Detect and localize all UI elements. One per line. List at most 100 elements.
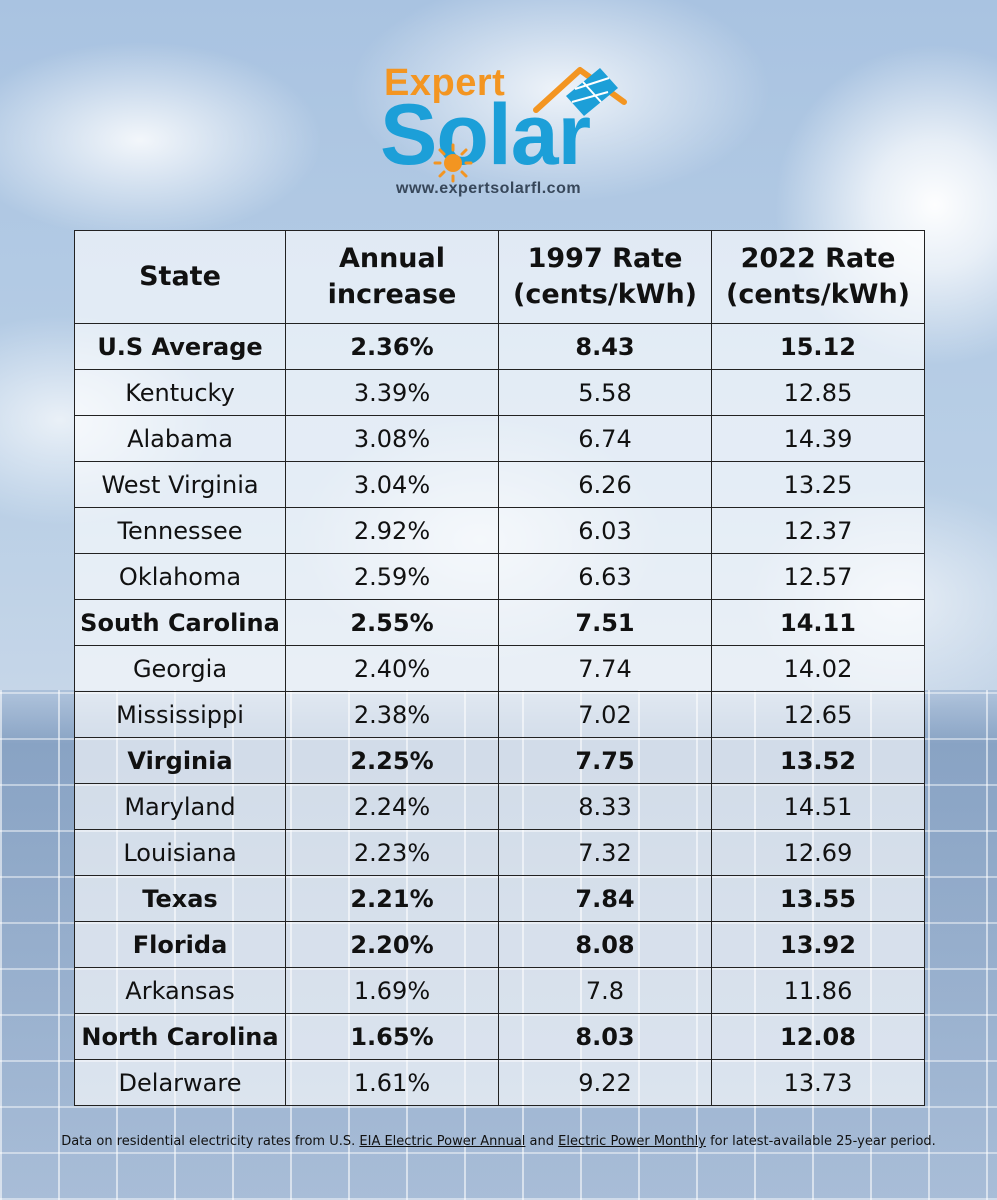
cell-1997-rate: 7.8 bbox=[498, 967, 712, 1014]
cell-annual-increase: 2.25% bbox=[285, 737, 499, 784]
table-row: Oklahoma 2.59% 6.63 12.57 bbox=[74, 553, 925, 600]
cell-state: South Carolina bbox=[74, 599, 286, 646]
cell-2022-rate: 13.73 bbox=[711, 1059, 925, 1106]
table-row: Tennessee 2.92% 6.03 12.37 bbox=[74, 507, 925, 554]
cell-annual-increase: 2.20% bbox=[285, 921, 499, 968]
cell-1997-rate: 7.75 bbox=[498, 737, 712, 784]
cell-state: U.S Average bbox=[74, 323, 286, 370]
table-row: Arkansas 1.69% 7.8 11.86 bbox=[74, 967, 925, 1014]
cell-2022-rate: 14.39 bbox=[711, 415, 925, 462]
cell-1997-rate: 7.74 bbox=[498, 645, 712, 692]
cell-annual-increase: 2.55% bbox=[285, 599, 499, 646]
footnote: Data on residential electricity rates fr… bbox=[0, 1134, 997, 1149]
table-row: Delarware 1.61% 9.22 13.73 bbox=[74, 1059, 925, 1106]
cell-annual-increase: 2.59% bbox=[285, 553, 499, 600]
cell-state: Alabama bbox=[74, 415, 286, 462]
table-row: South Carolina 2.55% 7.51 14.11 bbox=[74, 599, 925, 646]
cell-1997-rate: 7.84 bbox=[498, 875, 712, 922]
cell-1997-rate: 6.74 bbox=[498, 415, 712, 462]
cell-annual-increase: 1.65% bbox=[285, 1013, 499, 1060]
cell-2022-rate: 13.92 bbox=[711, 921, 925, 968]
cell-1997-rate: 9.22 bbox=[498, 1059, 712, 1106]
cell-annual-increase: 1.69% bbox=[285, 967, 499, 1014]
cell-2022-rate: 12.57 bbox=[711, 553, 925, 600]
cell-state: Tennessee bbox=[74, 507, 286, 554]
cell-annual-increase: 1.61% bbox=[285, 1059, 499, 1106]
cell-annual-increase: 2.38% bbox=[285, 691, 499, 738]
cell-2022-rate: 11.86 bbox=[711, 967, 925, 1014]
cell-1997-rate: 8.33 bbox=[498, 783, 712, 830]
cell-2022-rate: 12.85 bbox=[711, 369, 925, 416]
header-annual-increase: Annual increase bbox=[285, 230, 499, 324]
cell-2022-rate: 14.51 bbox=[711, 783, 925, 830]
table-row: Mississippi 2.38% 7.02 12.65 bbox=[74, 691, 925, 738]
header-state: State bbox=[74, 230, 286, 324]
cell-1997-rate: 6.03 bbox=[498, 507, 712, 554]
footnote-text: Data on residential electricity rates fr… bbox=[61, 1134, 360, 1149]
expert-solar-logo: Expert Solar www.expertsolarfl.com bbox=[378, 58, 628, 208]
footnote-text: and bbox=[525, 1134, 559, 1149]
cell-1997-rate: 7.02 bbox=[498, 691, 712, 738]
cell-1997-rate: 7.32 bbox=[498, 829, 712, 876]
cell-2022-rate: 13.55 bbox=[711, 875, 925, 922]
cell-annual-increase: 2.24% bbox=[285, 783, 499, 830]
table-body: U.S Average 2.36% 8.43 15.12 Kentucky 3.39% 5.… bbox=[74, 323, 925, 1106]
cell-state: Mississippi bbox=[74, 691, 286, 738]
cell-state: Oklahoma bbox=[74, 553, 286, 600]
cell-annual-increase: 3.08% bbox=[285, 415, 499, 462]
cell-annual-increase: 3.39% bbox=[285, 369, 499, 416]
cell-1997-rate: 6.63 bbox=[498, 553, 712, 600]
logo-word-solar: Solar bbox=[380, 87, 591, 183]
cell-annual-increase: 2.92% bbox=[285, 507, 499, 554]
table-row: Maryland 2.24% 8.33 14.51 bbox=[74, 783, 925, 830]
cell-annual-increase: 2.36% bbox=[285, 323, 499, 370]
cell-2022-rate: 12.37 bbox=[711, 507, 925, 554]
table-row: U.S Average 2.36% 8.43 15.12 bbox=[74, 323, 925, 370]
header-1997-rate: 1997 Rate (cents/kWh) bbox=[498, 230, 712, 324]
cell-2022-rate: 12.08 bbox=[711, 1013, 925, 1060]
cell-state: Texas bbox=[74, 875, 286, 922]
cell-state: Kentucky bbox=[74, 369, 286, 416]
table-row: North Carolina 1.65% 8.03 12.08 bbox=[74, 1013, 925, 1060]
table-header-row: State Annual increase 1997 Rate (cents/kWh… bbox=[74, 230, 925, 324]
eia-monthly-link[interactable]: Electric Power Monthly bbox=[558, 1134, 706, 1149]
cell-state: West Virginia bbox=[74, 461, 286, 508]
table-row: Georgia 2.40% 7.74 14.02 bbox=[74, 645, 925, 692]
cell-state: Georgia bbox=[74, 645, 286, 692]
cell-2022-rate: 15.12 bbox=[711, 323, 925, 370]
logo-word-expert: Expert bbox=[384, 62, 506, 104]
cell-2022-rate: 14.02 bbox=[711, 645, 925, 692]
cell-1997-rate: 6.26 bbox=[498, 461, 712, 508]
cell-2022-rate: 12.65 bbox=[711, 691, 925, 738]
eia-annual-link[interactable]: EIA Electric Power Annual bbox=[359, 1134, 526, 1149]
cell-2022-rate: 14.11 bbox=[711, 599, 925, 646]
cell-2022-rate: 13.25 bbox=[711, 461, 925, 508]
cell-1997-rate: 7.51 bbox=[498, 599, 712, 646]
table-row: West Virginia 3.04% 6.26 13.25 bbox=[74, 461, 925, 508]
cell-1997-rate: 8.43 bbox=[498, 323, 712, 370]
cell-1997-rate: 8.03 bbox=[498, 1013, 712, 1060]
cell-annual-increase: 2.40% bbox=[285, 645, 499, 692]
sun-icon bbox=[433, 143, 473, 183]
cell-state: North Carolina bbox=[74, 1013, 286, 1060]
cell-annual-increase: 3.04% bbox=[285, 461, 499, 508]
cell-1997-rate: 8.08 bbox=[498, 921, 712, 968]
cell-2022-rate: 12.69 bbox=[711, 829, 925, 876]
cell-state: Virginia bbox=[74, 737, 286, 784]
solar-house-icon bbox=[533, 67, 627, 116]
table-row: Texas 2.21% 7.84 13.55 bbox=[74, 875, 925, 922]
cell-state: Arkansas bbox=[74, 967, 286, 1014]
table-row: Louisiana 2.23% 7.32 12.69 bbox=[74, 829, 925, 876]
logo-url: www.expertsolarfl.com bbox=[396, 180, 582, 197]
footnote-text: for latest-available 25-year period. bbox=[705, 1134, 936, 1149]
cell-state: Delarware bbox=[74, 1059, 286, 1106]
cell-state: Louisiana bbox=[74, 829, 286, 876]
table-row: Kentucky 3.39% 5.58 12.85 bbox=[74, 369, 925, 416]
cell-1997-rate: 5.58 bbox=[498, 369, 712, 416]
cell-state: Florida bbox=[74, 921, 286, 968]
header-2022-rate: 2022 Rate (cents/kWh) bbox=[711, 230, 925, 324]
cell-2022-rate: 13.52 bbox=[711, 737, 925, 784]
electricity-rates-table: State Annual increase 1997 Rate (cents/kWh… bbox=[74, 230, 925, 1106]
cell-annual-increase: 2.23% bbox=[285, 829, 499, 876]
cell-annual-increase: 2.21% bbox=[285, 875, 499, 922]
